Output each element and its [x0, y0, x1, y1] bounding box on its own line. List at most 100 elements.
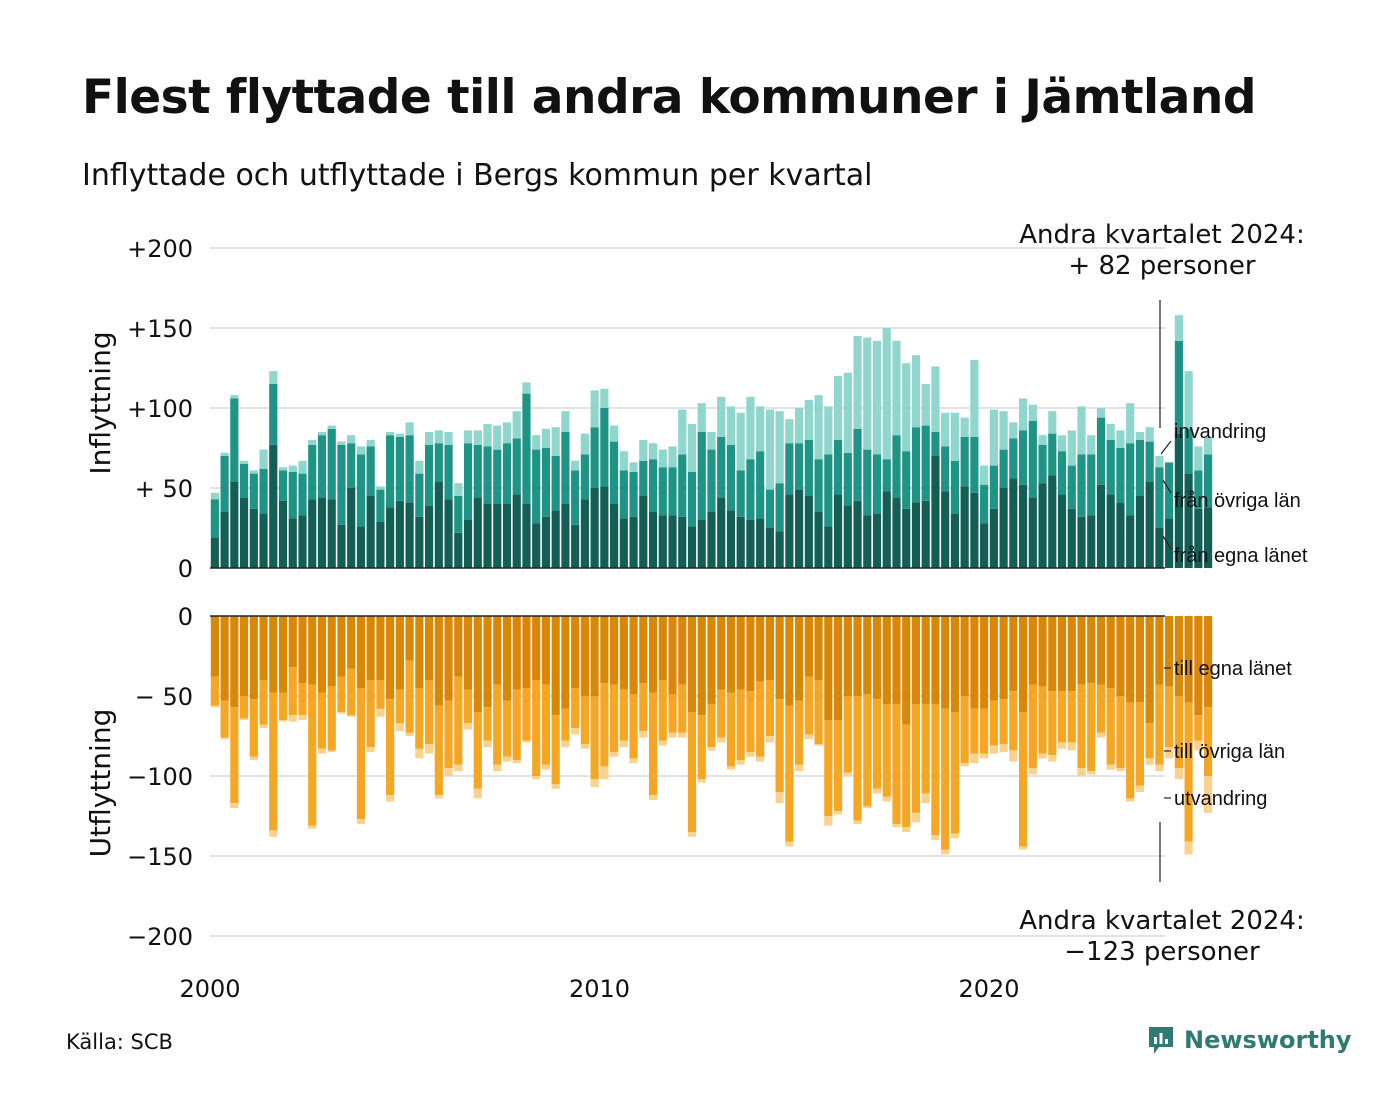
- inflow-bar-immigration: [415, 460, 424, 474]
- inflow-bar-own-county: [1165, 518, 1174, 568]
- outflow-bar-own-county: [454, 616, 463, 677]
- inflow-bar-other-counties: [317, 435, 327, 498]
- inflow-bar-other-counties: [1106, 440, 1115, 495]
- inflow-bar-own-county: [629, 516, 638, 568]
- inflow-bar-immigration: [210, 492, 219, 500]
- inflow-bar-own-county: [892, 497, 901, 568]
- series-label-leader: [1162, 479, 1172, 494]
- top-annotation-line1: Andra kvartalet 2024:: [1019, 220, 1304, 250]
- outflow-bar-own-county: [687, 616, 697, 712]
- inflow-bar-other-counties: [1028, 420, 1037, 498]
- inflow-bar-other-counties: [872, 454, 882, 514]
- outflow-bar-emigration: [687, 832, 697, 837]
- inflow-bar-other-counties: [980, 484, 989, 524]
- inflow-bar-own-county: [804, 496, 813, 568]
- inflow-bar-other-counties: [220, 456, 229, 512]
- inflow-bar-own-county: [999, 488, 1008, 568]
- inflow-bar-immigration: [697, 403, 706, 432]
- outflow-bar-emigration: [522, 740, 531, 743]
- outflow-bar-emigration: [230, 803, 239, 808]
- outflow-bar-own-county: [473, 616, 482, 712]
- outflow-bar-own-county: [1028, 616, 1037, 685]
- inflow-bar-own-county: [327, 499, 336, 568]
- outflow-bar-emigration: [1009, 750, 1018, 762]
- outflow-bar-emigration: [795, 764, 804, 772]
- outflow-bar-emigration: [678, 732, 687, 738]
- inflow-bar-other-counties: [1048, 433, 1057, 476]
- inflow-bar-other-counties: [785, 443, 794, 495]
- inflow-bar-own-county: [269, 444, 278, 568]
- outflow-bar-other-counties: [960, 696, 969, 764]
- inflow-bar-own-county: [220, 512, 229, 568]
- inflow-bar-other-counties: [483, 446, 492, 504]
- outflow-bar-emigration: [347, 715, 356, 717]
- outflow-bar-other-counties: [833, 720, 843, 812]
- outflow-bar-emigration: [561, 740, 570, 748]
- inflow-bar-other-counties: [765, 489, 774, 528]
- inflow-bar-own-county: [444, 499, 453, 568]
- inflow-bar-own-county: [259, 513, 268, 568]
- outflow-bar-other-counties: [911, 704, 921, 813]
- inflow-bar-immigration: [269, 371, 278, 384]
- inflow-bar-own-county: [210, 537, 219, 568]
- outflow-bar-other-counties: [473, 712, 482, 789]
- inflow-y-tick-label: +100: [127, 395, 193, 423]
- outflow-bar-other-counties: [356, 688, 366, 820]
- outflow-bar-other-counties: [814, 680, 823, 744]
- series-label-leader: [1162, 535, 1172, 550]
- inflow-bar-own-county: [1038, 483, 1047, 568]
- outflow-bar-other-counties: [950, 712, 960, 834]
- outflow-bar-own-county: [726, 616, 736, 693]
- inflow-bar-own-county: [1145, 481, 1154, 568]
- outflow-bar-other-counties: [1096, 684, 1106, 733]
- outflow-bar-own-county: [395, 616, 404, 690]
- outflow-bar-own-county: [882, 616, 891, 704]
- inflow-bar-own-county: [308, 499, 317, 568]
- outflow-bar-emigration: [473, 788, 482, 799]
- inflow-bar-own-county: [386, 507, 395, 568]
- outflow-bar-other-counties: [522, 688, 531, 741]
- inflow-bar-immigration: [1038, 435, 1047, 445]
- outflow-bar-own-county: [463, 616, 473, 690]
- inflow-y-tick-label: + 50: [135, 475, 193, 503]
- inflow-bar-immigration: [386, 432, 395, 436]
- outflow-bar-other-counties: [230, 707, 239, 804]
- inflow-bar-own-county: [911, 502, 921, 568]
- inflow-bar-other-counties: [473, 444, 482, 498]
- x-tick-label: 2000: [179, 975, 240, 1003]
- inflow-bar-immigration: [1155, 456, 1164, 468]
- outflow-bar-other-counties: [726, 692, 736, 767]
- outflow-bar-other-counties: [210, 676, 219, 706]
- outflow-bar-emigration: [395, 723, 404, 732]
- inflow-bar-own-county: [356, 526, 366, 568]
- outflow-bar-other-counties: [415, 688, 424, 749]
- inflow-bar-own-county: [756, 518, 765, 568]
- outflow-bar-other-counties: [980, 708, 989, 754]
- inflow-bar-immigration: [921, 384, 930, 426]
- outflow-bar-emigration: [434, 795, 443, 799]
- outflow-bar-emigration: [921, 793, 930, 804]
- outflow-y-tick-label: −200: [127, 923, 193, 951]
- outflow-bar-other-counties: [1067, 691, 1076, 743]
- inflow-bar-immigration: [853, 336, 862, 429]
- inflow-bar-other-counties: [522, 393, 531, 504]
- brand-logo[interactable]: Newsworthy: [1146, 1024, 1352, 1056]
- inflow-bar-immigration: [619, 451, 628, 471]
- inflow-bar-immigration: [989, 409, 998, 466]
- outflow-bar-own-county: [785, 616, 794, 706]
- outflow-bar-emigration: [610, 752, 619, 757]
- inflow-bar-immigration: [814, 395, 823, 460]
- inflow-bar-immigration: [327, 425, 336, 429]
- outflow-bar-own-county: [600, 616, 609, 684]
- outflow-bar-own-county: [892, 616, 901, 704]
- inflow-bar-other-counties: [707, 449, 716, 512]
- outflow-bar-emigration: [1018, 846, 1028, 850]
- inflow-bar-immigration: [308, 440, 317, 445]
- x-axis-ticks: 2000 2010 2020: [179, 975, 1019, 1003]
- outflow-bar-emigration: [366, 747, 375, 752]
- outflow-bar-emigration: [892, 824, 901, 828]
- outflow-bar-own-county: [405, 616, 414, 661]
- inflow-bar-own-county: [288, 518, 297, 568]
- outflow-bar-other-counties: [785, 705, 794, 842]
- outflow-y-tick-label: −150: [127, 843, 193, 871]
